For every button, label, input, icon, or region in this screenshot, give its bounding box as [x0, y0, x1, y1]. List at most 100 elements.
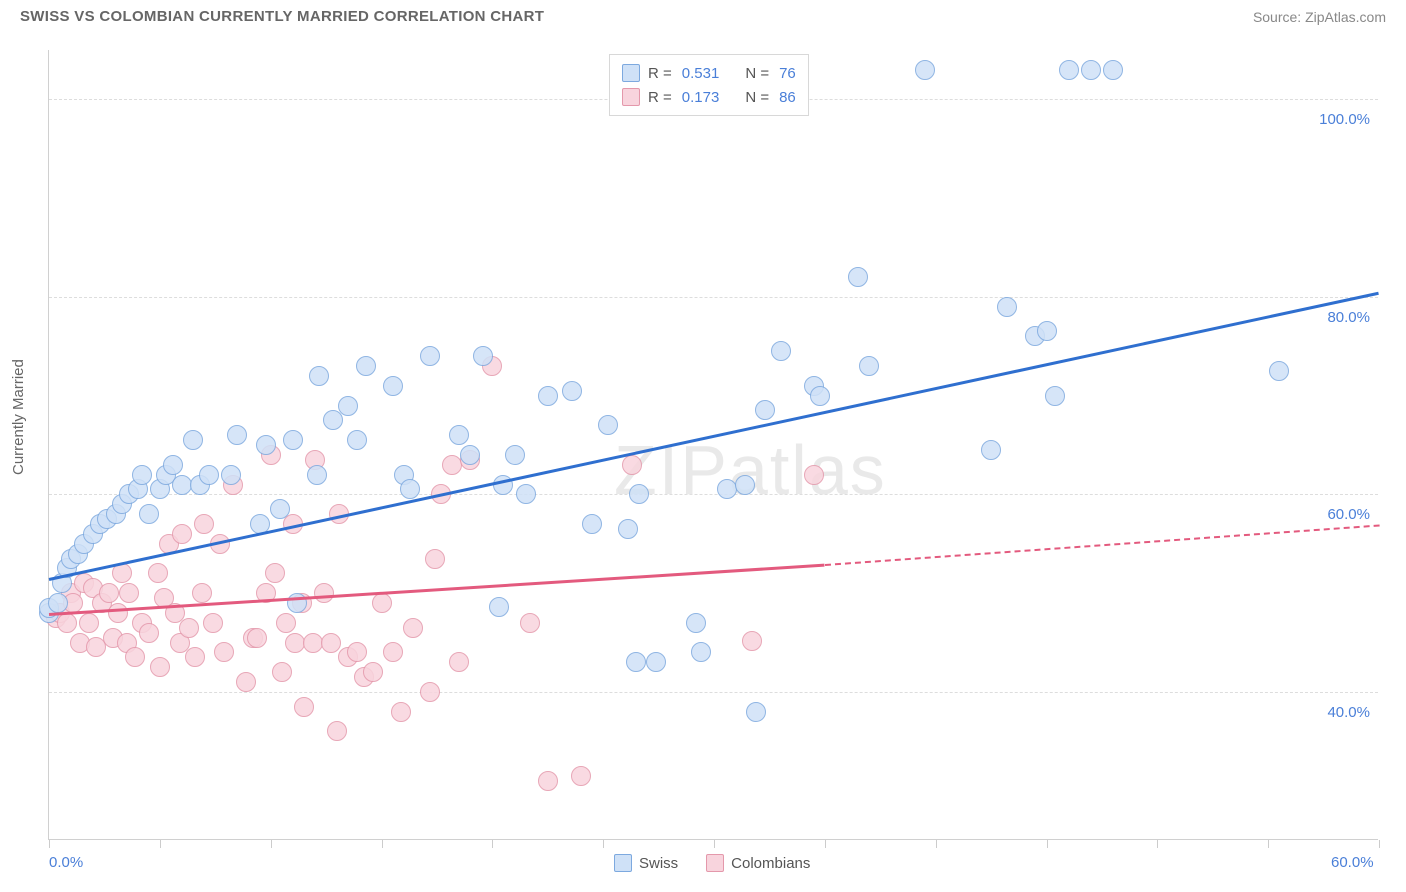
data-point-colombian	[403, 618, 423, 638]
data-point-swiss	[309, 366, 329, 386]
data-point-colombian	[203, 613, 223, 633]
x-tick	[825, 840, 826, 848]
data-point-swiss	[489, 597, 509, 617]
data-point-swiss	[400, 479, 420, 499]
data-point-swiss	[626, 652, 646, 672]
data-point-colombian	[150, 657, 170, 677]
data-point-colombian	[86, 637, 106, 657]
data-point-swiss	[227, 425, 247, 445]
legend-swatch	[706, 854, 724, 872]
x-tick	[936, 840, 937, 848]
data-point-colombian	[804, 465, 824, 485]
data-point-colombian	[425, 549, 445, 569]
data-point-swiss	[163, 455, 183, 475]
data-point-colombian	[172, 524, 192, 544]
data-point-colombian	[99, 583, 119, 603]
data-point-colombian	[742, 631, 762, 651]
data-point-colombian	[125, 647, 145, 667]
data-point-colombian	[247, 628, 267, 648]
data-point-swiss	[473, 346, 493, 366]
data-point-colombian	[449, 652, 469, 672]
data-point-colombian	[327, 721, 347, 741]
data-point-swiss	[859, 356, 879, 376]
plot-area: 40.0%60.0%80.0%100.0%0.0%60.0%ZIPatlasR …	[48, 50, 1378, 840]
data-point-swiss	[256, 435, 276, 455]
x-tick	[49, 840, 50, 848]
chart-title: SWISS VS COLOMBIAN CURRENTLY MARRIED COR…	[20, 8, 544, 25]
legend-label: Colombians	[731, 855, 810, 872]
data-point-swiss	[283, 430, 303, 450]
data-point-colombian	[236, 672, 256, 692]
y-tick-label: 40.0%	[1327, 704, 1370, 721]
x-tick	[492, 840, 493, 848]
legend-label: Swiss	[639, 855, 678, 872]
watermark: ZIPatlas	[614, 430, 887, 510]
data-point-swiss	[323, 410, 343, 430]
data-point-colombian	[185, 647, 205, 667]
x-tick	[382, 840, 383, 848]
data-point-swiss	[691, 642, 711, 662]
data-point-swiss	[48, 593, 68, 613]
data-point-colombian	[321, 633, 341, 653]
legend-swatch	[614, 854, 632, 872]
data-point-swiss	[582, 514, 602, 534]
data-point-colombian	[294, 697, 314, 717]
data-point-swiss	[338, 396, 358, 416]
data-point-swiss	[848, 267, 868, 287]
x-tick-label: 60.0%	[1331, 854, 1374, 871]
data-point-colombian	[314, 583, 334, 603]
data-point-swiss	[755, 400, 775, 420]
x-tick	[1047, 840, 1048, 848]
data-point-swiss	[221, 465, 241, 485]
data-point-swiss	[771, 341, 791, 361]
data-point-swiss	[629, 484, 649, 504]
data-point-colombian	[179, 618, 199, 638]
data-point-colombian	[57, 613, 77, 633]
y-tick-label: 60.0%	[1327, 506, 1370, 523]
data-point-colombian	[383, 642, 403, 662]
data-point-colombian	[363, 662, 383, 682]
data-point-swiss	[1103, 60, 1123, 80]
data-point-colombian	[571, 766, 591, 786]
data-point-swiss	[1269, 361, 1289, 381]
data-point-swiss	[420, 346, 440, 366]
y-tick-label: 100.0%	[1319, 111, 1370, 128]
data-point-swiss	[270, 499, 290, 519]
data-point-colombian	[520, 613, 540, 633]
data-point-swiss	[505, 445, 525, 465]
legend-item: Swiss	[614, 854, 678, 872]
data-point-swiss	[383, 376, 403, 396]
data-point-colombian	[622, 455, 642, 475]
data-point-swiss	[646, 652, 666, 672]
x-tick	[714, 840, 715, 848]
data-point-colombian	[391, 702, 411, 722]
legend-swatch	[622, 88, 640, 106]
gridline	[49, 692, 1378, 693]
data-point-swiss	[1037, 321, 1057, 341]
data-point-colombian	[347, 642, 367, 662]
data-point-swiss	[915, 60, 935, 80]
series-legend: Swiss Colombians	[614, 854, 810, 872]
gridline	[49, 297, 1378, 298]
data-point-colombian	[192, 583, 212, 603]
data-point-colombian	[265, 563, 285, 583]
data-point-colombian	[79, 613, 99, 633]
data-point-swiss	[735, 475, 755, 495]
data-point-swiss	[562, 381, 582, 401]
data-point-swiss	[997, 297, 1017, 317]
data-point-swiss	[686, 613, 706, 633]
data-point-swiss	[538, 386, 558, 406]
data-point-colombian	[420, 682, 440, 702]
x-tick	[603, 840, 604, 848]
y-tick-label: 80.0%	[1327, 309, 1370, 326]
data-point-swiss	[132, 465, 152, 485]
data-point-swiss	[307, 465, 327, 485]
data-point-swiss	[460, 445, 480, 465]
correlation-legend: R =0.531N =76R =0.173N =86	[609, 54, 809, 116]
x-tick	[160, 840, 161, 848]
data-point-colombian	[108, 603, 128, 623]
data-point-colombian	[538, 771, 558, 791]
data-point-colombian	[272, 662, 292, 682]
data-point-swiss	[810, 386, 830, 406]
data-point-colombian	[214, 642, 234, 662]
